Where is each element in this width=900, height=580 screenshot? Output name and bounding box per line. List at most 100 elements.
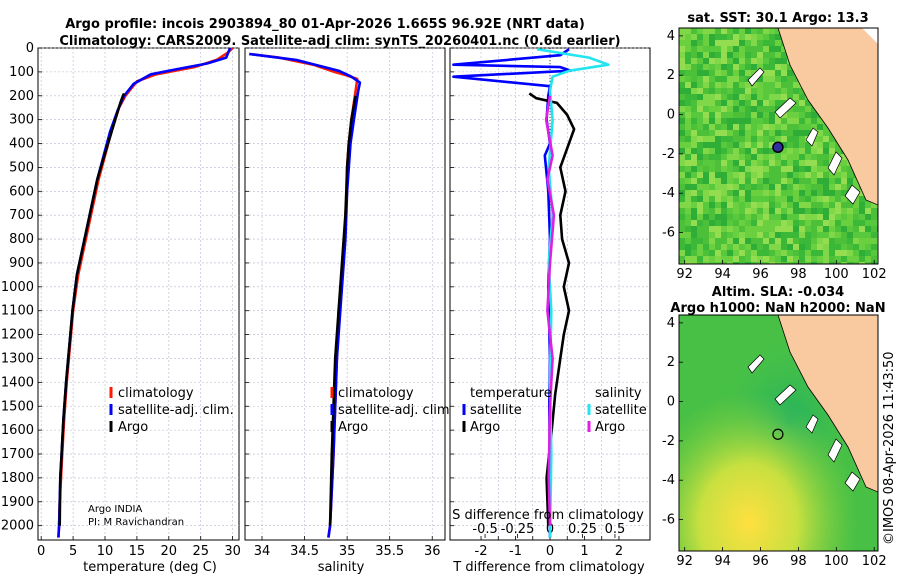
sst-cell [817, 118, 823, 124]
sst-cell [715, 70, 721, 76]
sst-cell [751, 244, 757, 250]
sst-cell [859, 238, 865, 244]
sst-cell [763, 136, 769, 142]
sst-cell [799, 112, 805, 118]
sst-cell [847, 178, 853, 184]
sst-cell [799, 88, 805, 94]
sst-cell [805, 148, 811, 154]
sst-cell [769, 148, 775, 154]
sst-cell [703, 136, 709, 142]
sst-cell [751, 190, 757, 196]
sst-cell [715, 196, 721, 202]
sst-cell [781, 208, 787, 214]
sst-cell [691, 28, 697, 34]
sst-cell [709, 202, 715, 208]
sst-cell [709, 166, 715, 172]
sst-cell [775, 238, 781, 244]
sst-cell [709, 82, 715, 88]
sst-cell [799, 142, 805, 148]
sst-cell [781, 160, 787, 166]
sst-cell [799, 250, 805, 256]
sst-cell [811, 238, 817, 244]
sst-cell [709, 172, 715, 178]
sst-cell [733, 250, 739, 256]
sst-cell [703, 202, 709, 208]
sst-cell [787, 148, 793, 154]
sst-cell [757, 112, 763, 118]
x-tick-label: 1 [580, 544, 588, 559]
y-tick-label: 800 [9, 232, 34, 247]
sst-cell [751, 238, 757, 244]
sst-cell [679, 232, 685, 238]
sst-cell [733, 94, 739, 100]
sst-cell [685, 250, 691, 256]
sst-cell [721, 40, 727, 46]
sst-cell [745, 64, 751, 70]
sst-cell [847, 250, 853, 256]
sst-cell [703, 52, 709, 58]
sst-cell [679, 124, 685, 130]
sst-cell [715, 130, 721, 136]
sst-cell [823, 124, 829, 130]
sst-cell [823, 148, 829, 154]
sst-cell [715, 40, 721, 46]
sst-cell [871, 214, 877, 220]
sst-cell [793, 124, 799, 130]
sst-cell [817, 136, 823, 142]
simeulue-island [747, 67, 765, 87]
sst-cell [775, 190, 781, 196]
sst-cell [727, 172, 733, 178]
sst-cell [841, 232, 847, 238]
sst-cell [709, 88, 715, 94]
sst-cell [793, 250, 799, 256]
sst-cell [751, 214, 757, 220]
sst-cell [799, 196, 805, 202]
sst-cell [859, 232, 865, 238]
sst-cell [859, 196, 865, 202]
sst-cell [757, 172, 763, 178]
sst-cell [769, 130, 775, 136]
sst-cell [691, 184, 697, 190]
sst-cell [691, 88, 697, 94]
sst-cell [763, 52, 769, 58]
sst-cell [691, 172, 697, 178]
sst-cell [769, 226, 775, 232]
sst-cell [739, 178, 745, 184]
sst-cell [691, 64, 697, 70]
sst-cell [757, 178, 763, 184]
sst-cell [805, 178, 811, 184]
sst-cell [727, 130, 733, 136]
sst-cell [781, 250, 787, 256]
mentawai-island [844, 184, 861, 205]
sst-cell [703, 238, 709, 244]
sst-cell [775, 124, 781, 130]
sst-cell [775, 34, 781, 40]
sst-cell [739, 238, 745, 244]
sst-cell [799, 124, 805, 130]
sst-cell [859, 202, 865, 208]
sst-cell [763, 46, 769, 52]
series-s-argo [544, 95, 556, 526]
sst-cell [715, 232, 721, 238]
sst-cell [763, 28, 769, 34]
sst-cell [745, 160, 751, 166]
sst-cell [745, 154, 751, 160]
sst-cell [829, 262, 835, 264]
sst-cell [793, 208, 799, 214]
sst-cell [727, 160, 733, 166]
map-x-tick-label: 96 [752, 554, 769, 569]
top-x-tick-label: 0.25 [568, 522, 597, 537]
map-x-tick-label: 98 [790, 554, 807, 569]
sst-cell [709, 94, 715, 100]
sst-cell [733, 88, 739, 94]
sst-cell [805, 160, 811, 166]
sst-cell [805, 256, 811, 262]
sst-cell [751, 202, 757, 208]
sst-cell [763, 148, 769, 154]
sst-cell [865, 226, 871, 232]
sst-cell [793, 82, 799, 88]
difference-lines [452, 48, 610, 538]
sst-cell [769, 46, 775, 52]
sst-cell [817, 256, 823, 262]
sst-cell [721, 88, 727, 94]
